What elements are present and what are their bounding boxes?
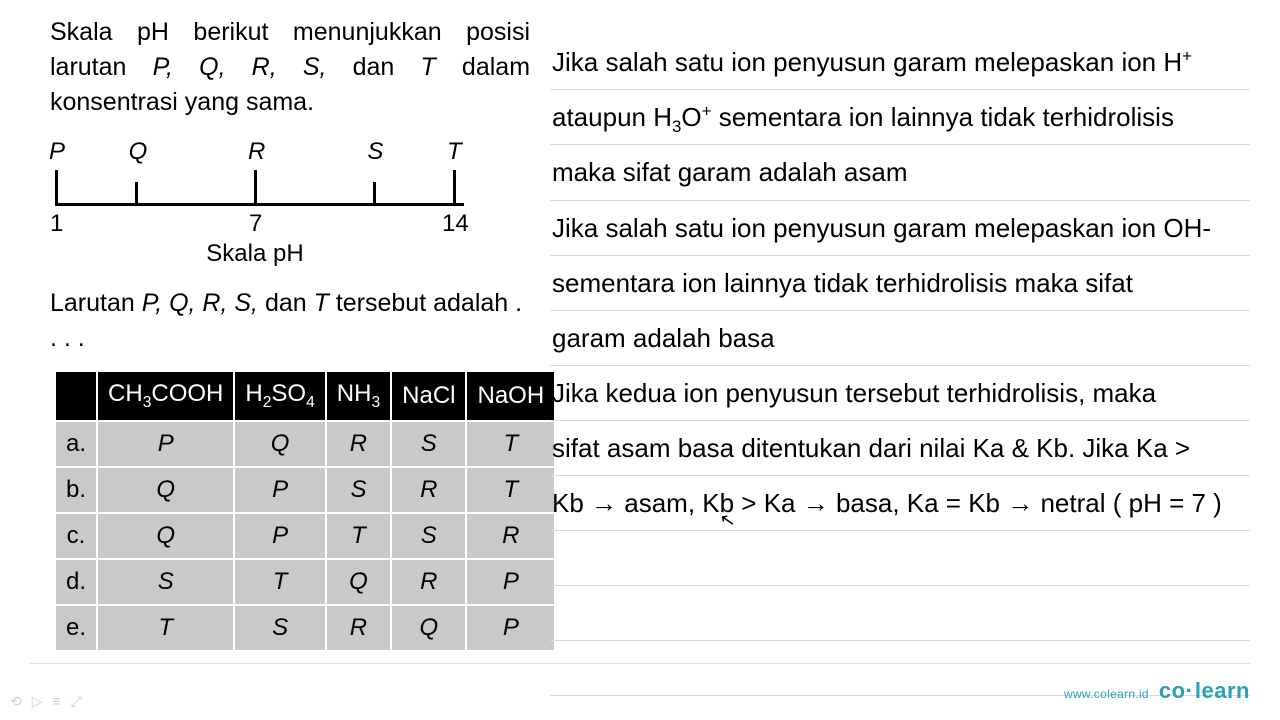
explanation-notes: Jika salah satu ion penyusun garam melep… [550,35,1250,696]
scale-top-label: P [49,138,65,166]
table-header-cell: NaOH [466,371,555,421]
scale-tick [254,170,257,206]
slide-control-icon[interactable]: ≡ [53,693,61,710]
note-line: Jika salah satu ion penyusun garam melep… [550,35,1250,90]
intro-t: T [420,53,461,81]
table-row: d.STQRP [55,559,555,605]
option-value-cell: R [326,605,391,651]
scale-bottom-label: 1 [50,210,63,238]
option-value-cell: S [326,467,391,513]
slide-control-icon[interactable]: ⤢ [71,693,82,710]
brand-pre: co [1159,678,1186,703]
scale-bottom-label: 7 [249,210,262,238]
footer-url: www.colearn.id [1064,687,1149,701]
note-line: Jika kedua ion penyusun tersebut terhidr… [550,366,1250,421]
question-intro: Skala pH berikut menunjukkan posisi laru… [50,15,530,120]
table-header-cell: CH3COOH [97,371,234,421]
note-line: Kb → asam, Kb > Ka → basa, Ka = Kb → net… [550,476,1250,531]
brand-dot: · [1186,678,1195,703]
option-value-cell: Q [97,467,234,513]
option-value-cell: S [97,559,234,605]
prompt-text-2: dan [258,289,314,317]
ph-scale-caption: Skala pH [50,240,460,268]
option-value-cell: T [97,605,234,651]
option-value-cell: T [326,513,391,559]
note-line: Jika salah satu ion penyusun garam melep… [550,201,1250,256]
table-header-cell [55,371,97,421]
option-value-cell: Q [326,559,391,605]
scale-top-label: T [447,138,462,166]
note-line: sifat asam basa ditentukan dari nilai Ka… [550,421,1250,476]
option-label-cell: b. [55,467,97,513]
option-value-cell: R [326,421,391,467]
option-label-cell: c. [55,513,97,559]
table-header-cell: NH3 [326,371,391,421]
option-value-cell: R [391,467,466,513]
note-line [550,586,1250,641]
option-label-cell: d. [55,559,97,605]
slide-control-icon[interactable]: ⟲ [10,693,22,710]
option-value-cell: T [466,421,555,467]
scale-top-label: R [248,138,265,166]
option-value-cell: R [391,559,466,605]
footer-brand: co·learn [1159,678,1250,704]
answer-options-table: CH3COOHH2SO4NH3NaClNaOH a.PQRSTb.QPSRTc.… [54,370,556,652]
table-row: a.PQRST [55,421,555,467]
option-value-cell: Q [391,605,466,651]
note-line [550,531,1250,586]
table-header-cell: H2SO4 [234,371,325,421]
prompt-t: T [314,289,336,317]
option-value-cell: P [466,605,555,651]
option-label-cell: e. [55,605,97,651]
scale-tick [373,182,376,206]
footer: www.colearn.id co·learn [1064,678,1250,704]
note-line: maka sifat garam adalah asam [550,145,1250,200]
option-value-cell: P [466,559,555,605]
option-value-cell: Q [234,421,325,467]
option-label-cell: a. [55,421,97,467]
scale-tick [55,170,58,206]
slide-control-icon[interactable]: ▷ [32,693,43,710]
note-line: sementara ion lainnya tidak terhidrolisi… [550,256,1250,311]
option-value-cell: T [466,467,555,513]
option-value-cell: T [234,559,325,605]
note-line: ataupun H3O+ sementara ion lainnya tidak… [550,90,1250,145]
question-prompt: Larutan P, Q, R, S, dan T tersebut adala… [50,286,530,356]
slide-controls: ⟲ ▷ ≡ ⤢ [10,693,82,710]
scale-top-label: Q [129,138,148,166]
option-value-cell: R [466,513,555,559]
ph-scale-diagram: P Q R S T 1 7 14 Skala pH [50,138,470,268]
option-value-cell: S [391,513,466,559]
prompt-text-1: Larutan [50,289,142,317]
prompt-pqrst: P, Q, R, S, [142,289,258,317]
table-row: b.QPSRT [55,467,555,513]
footer-separator [30,663,1250,664]
table-row: c.QPTSR [55,513,555,559]
option-value-cell: P [97,421,234,467]
brand-post: learn [1195,678,1250,703]
option-value-cell: S [391,421,466,467]
scale-top-label: S [367,138,383,166]
note-line: garam adalah basa [550,311,1250,366]
table-row: e.TSRQP [55,605,555,651]
option-value-cell: P [234,467,325,513]
intro-pqrst: P, Q, R, S, [153,53,327,81]
option-value-cell: Q [97,513,234,559]
intro-text-2: dan [326,53,420,81]
scale-tick [135,182,138,206]
table-header-cell: NaCl [391,371,466,421]
option-value-cell: S [234,605,325,651]
scale-bottom-label: 14 [442,210,469,238]
option-value-cell: P [234,513,325,559]
scale-tick [453,170,456,206]
